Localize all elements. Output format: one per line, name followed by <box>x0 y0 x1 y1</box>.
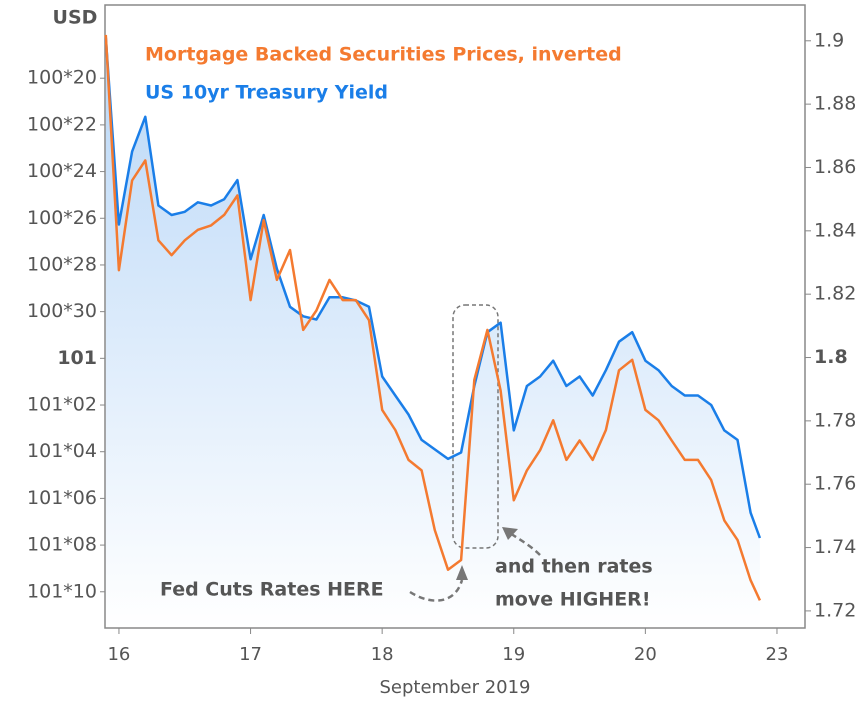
y-tick-label: 101*02 <box>27 394 97 416</box>
y-tick-label: 100*22 <box>27 113 97 135</box>
y2-tick-label: 1.78 <box>814 409 856 431</box>
legend-entry: US 10yr Treasury Yield <box>145 82 388 104</box>
x-tick-label: 18 <box>371 644 394 665</box>
series-line <box>104 34 762 601</box>
y-tick-label: 101*06 <box>27 487 97 509</box>
annotation: move HIGHER! <box>495 589 650 611</box>
legend-entry: Mortgage Backed Securities Prices, inver… <box>145 44 622 66</box>
series-line <box>104 37 762 539</box>
y2-tick-label: 1.82 <box>814 283 856 305</box>
y2-tick-label: 1.9 <box>814 29 844 51</box>
series-area <box>105 37 760 629</box>
y-tick-label: 100*26 <box>27 207 97 229</box>
y-tick-label: 100*28 <box>27 253 97 275</box>
x-tick-label: 20 <box>634 644 657 665</box>
plot-frame <box>104 4 806 629</box>
y2-tick-label: 1.74 <box>814 536 856 558</box>
arrowhead <box>502 527 518 540</box>
y-axis-label: USD <box>53 7 98 29</box>
y2-tick-label: 1.72 <box>814 599 856 621</box>
x-tick-label: 17 <box>239 644 262 665</box>
highlight-box <box>452 304 499 549</box>
y-tick-label: 101*08 <box>27 534 97 556</box>
arrow <box>409 579 464 602</box>
y-tick-label: 100*20 <box>27 67 97 89</box>
y-tick-label: 101 <box>57 347 97 369</box>
annotation: Fed Cuts Rates HERE <box>160 579 384 601</box>
y2-tick-label: 1.84 <box>814 219 856 241</box>
y2-tick-label: 1.8 <box>814 346 848 368</box>
y2-tick-label: 1.76 <box>814 473 856 495</box>
arrowhead <box>456 565 468 580</box>
x-axis-label: September 2019 <box>379 677 530 698</box>
x-tick-label: 19 <box>502 644 525 665</box>
y-tick-label: 101*04 <box>27 440 97 462</box>
x-tick-label: 23 <box>766 644 789 665</box>
y-tick-label: 100*30 <box>27 300 97 322</box>
x-tick-label: 16 <box>107 644 130 665</box>
y-tick-label: 101*10 <box>27 580 97 602</box>
y-tick-label: 100*24 <box>27 160 97 182</box>
y2-tick-label: 1.86 <box>814 156 856 178</box>
y2-tick-label: 1.88 <box>814 93 856 115</box>
annotation: and then rates <box>495 556 653 578</box>
